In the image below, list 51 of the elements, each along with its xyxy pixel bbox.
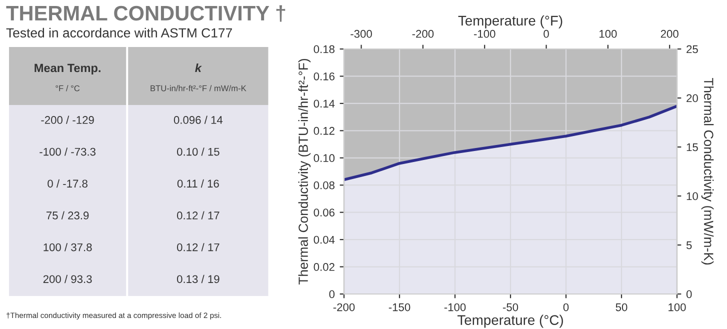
category-label: BTU-in/hr-ft²-°F / mW/m-K [150,85,246,92]
y-tick-label: 0.08 [314,181,334,190]
y2-axis-title: Thermal Conductivity (mW/m-K) [701,78,714,265]
text: -100 / -73.3 [40,148,96,156]
text: 0.12 / 17 [177,211,220,220]
category-label: °F / °C [56,85,80,92]
text: 0.096 / 14 [174,116,223,124]
text: 0.10 / 15 [177,148,220,156]
y-axis-title: Thermal Conductivity (BTU-in/hr-ft²-°F) [298,58,311,285]
x2-tick-label: 200 [660,30,678,38]
x-tick-label: -100 [444,303,466,312]
x2-tick-label: -200 [412,30,434,38]
x-tick-label: 100 [668,303,686,312]
x-tick-label: 0 [563,303,569,312]
y-tick-label: 0.16 [314,72,334,80]
x2-tick-label: 100 [600,30,617,38]
y-tick-label: 0.12 [314,126,334,135]
text: 75 / 23.9 [46,211,89,220]
x2-axis-title: Temperature (°F) [458,15,562,28]
text: 0.12 / 17 [177,243,220,252]
text: 100 / 37.8 [44,243,92,252]
x2-tick-label: 0 [544,30,549,38]
y-tick-label: 0.14 [314,100,335,108]
x-tick-label: -150 [388,303,410,312]
y2-tick-label: 5 [686,241,692,250]
x-tick-label: -50 [502,303,518,312]
x-axis-title: Temperature (°C) [457,314,563,328]
y-tick-label: 0.10 [314,154,335,162]
y2-tick-label: 0 [686,290,692,298]
text: -200 / -129 [41,116,94,124]
text: 0.13 / 19 [177,274,220,284]
text: 200 / 93.3 [43,274,92,284]
text: 0.11 / 16 [177,179,219,188]
text: 0 / -17.8 [48,179,88,188]
x2-tick-label: -300 [350,30,372,38]
y2-tick-label: 25 [686,45,698,54]
x-tick-label: 50 [616,303,628,312]
y-tick-label: 0.18 [314,45,334,54]
y2-tick-label: 20 [686,94,698,102]
y-tick-label: 0.06 [314,208,334,216]
x-tick-label: -200 [333,303,355,312]
category-label: k [195,64,202,72]
y-tick-label: 0.04 [314,236,335,244]
y2-tick-label: 15 [686,143,698,152]
text: Tested in accordance with ASTM C177 [6,28,232,38]
category-label: Mean Temp. [34,64,100,74]
text: THERMAL CONDUCTIVITY † [6,5,286,22]
y-tick-label: 0.02 [314,263,334,271]
y-tick-label: 0 [329,290,335,298]
x2-tick-label: -100 [474,30,496,38]
y2-tick-label: 10 [686,192,698,200]
